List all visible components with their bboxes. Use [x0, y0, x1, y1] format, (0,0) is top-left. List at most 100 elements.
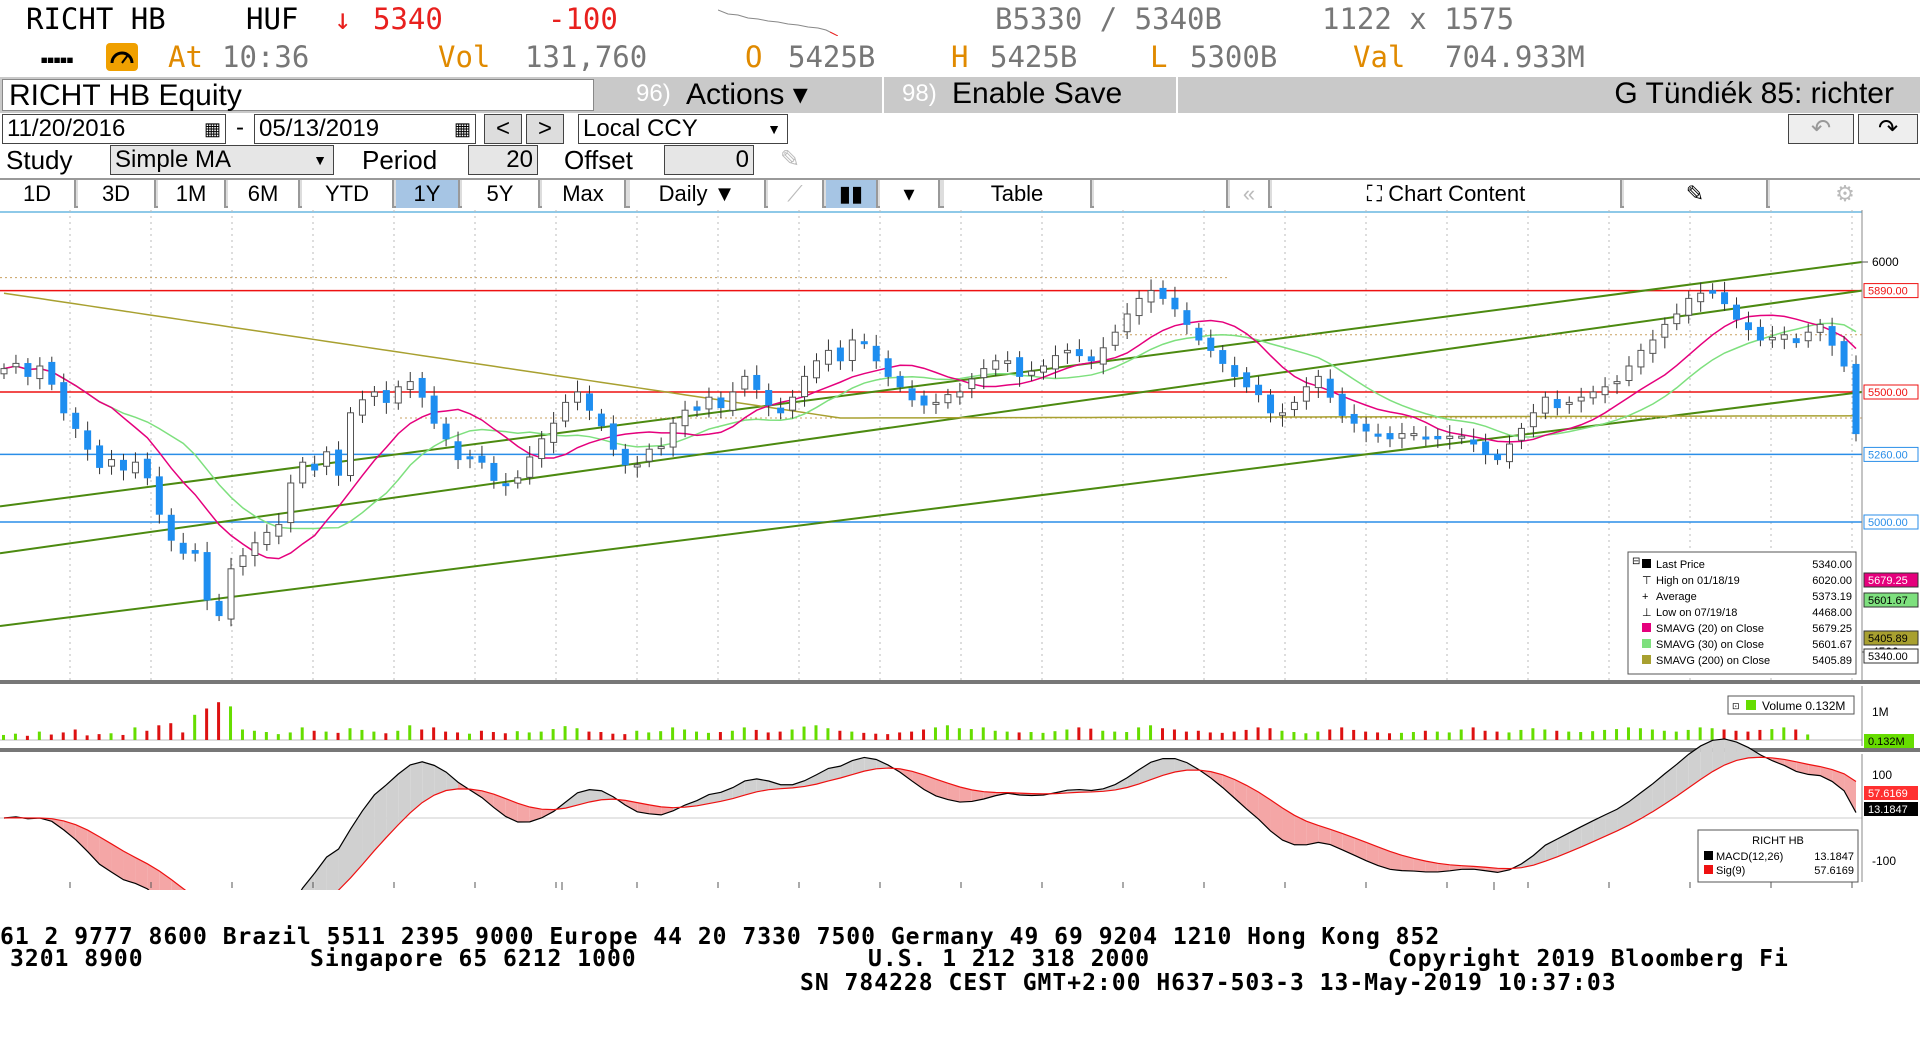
candle — [1804, 331, 1812, 342]
volume-legend — [1727, 695, 1855, 715]
macd-fill — [1712, 738, 1725, 772]
volume-bar — [969, 729, 973, 740]
candle — [24, 363, 32, 377]
macd-fill — [1605, 809, 1618, 837]
macd-fill — [1557, 832, 1570, 857]
volume-bar — [479, 730, 483, 740]
volume-bar — [145, 730, 149, 740]
speedometer-icon[interactable] — [106, 43, 138, 71]
volume-bar — [635, 730, 639, 740]
volume-bar — [886, 734, 890, 740]
volume-bar — [1399, 732, 1403, 740]
chart-content-button[interactable]: ⛶ Chart Content — [1272, 180, 1622, 208]
candle — [275, 524, 283, 537]
table-button[interactable]: Table — [944, 180, 1092, 208]
candle — [1601, 386, 1609, 396]
candle — [72, 412, 80, 429]
candle — [1051, 355, 1059, 370]
frequency-select[interactable]: Daily ▼ — [630, 180, 766, 208]
edit-chart-icon[interactable]: ✎ — [1624, 180, 1768, 208]
candle-chart-icon[interactable]: ▮▮ — [826, 180, 878, 208]
study-select[interactable]: Simple MA ▼ — [110, 145, 334, 175]
macd-fill — [828, 766, 841, 781]
macd-tick-label: 100 — [1872, 768, 1892, 782]
volume-bar — [1316, 731, 1320, 740]
volume-bar — [1160, 728, 1164, 740]
macd-fill — [111, 843, 124, 880]
range-button-5y[interactable]: 5Y — [462, 180, 540, 208]
candle — [824, 349, 832, 365]
date-to-field[interactable]: 05/13/2019 ▦ — [254, 114, 476, 144]
legend-value: 5405.89 — [1812, 655, 1852, 667]
volume-bar — [1101, 730, 1105, 740]
x-tick-label: Dec 14 — [1023, 889, 1061, 890]
candle — [538, 438, 546, 460]
macd-fill — [446, 772, 459, 791]
volume-bar — [1029, 732, 1033, 740]
candle — [550, 422, 558, 443]
macd-fill — [1282, 807, 1295, 845]
volume-bar — [1137, 727, 1141, 740]
date-from-field[interactable]: 11/20/2016 ▦ — [2, 114, 226, 144]
macd-legend-label: MACD(12,26) — [1716, 851, 1783, 863]
volume-bar — [276, 734, 280, 740]
value-tag — [1863, 630, 1919, 646]
legend-label: SMAVG (20) on Close — [1656, 623, 1764, 635]
candle — [1207, 337, 1215, 351]
candle — [801, 375, 809, 398]
prev-period-button[interactable]: < — [484, 114, 522, 144]
value-value: 704.933M — [1445, 40, 1585, 74]
volume-bar — [623, 734, 627, 740]
volume-bar — [1603, 729, 1607, 740]
currency: HUF — [246, 2, 299, 36]
candle — [60, 382, 68, 414]
volume-bar — [300, 727, 304, 740]
volume-bar — [671, 727, 675, 740]
volume-bar — [1292, 732, 1296, 740]
currency-select[interactable]: Local CCY ▼ — [578, 114, 788, 144]
enable-save-button[interactable]: 98) Enable Save — [888, 77, 1178, 113]
volume-bar — [659, 731, 663, 740]
undo-icon[interactable]: ↶ — [1788, 114, 1854, 144]
actions-menu[interactable]: 96) Actions ▾ — [600, 77, 884, 113]
volume-bar — [1782, 727, 1786, 740]
range-button-max[interactable]: Max — [542, 180, 626, 208]
volume-bar — [1794, 729, 1798, 740]
volume-bar — [1507, 732, 1511, 740]
pencil-icon[interactable]: ✎ — [780, 146, 801, 173]
offset-field[interactable]: 0 — [664, 145, 754, 175]
range-button-1y[interactable]: 1Y — [396, 180, 460, 208]
candle — [1159, 287, 1167, 299]
volume-bar — [778, 731, 782, 740]
range-button-ytd[interactable]: YTD — [302, 180, 394, 208]
chart-type-dropdown[interactable]: ▾ — [880, 180, 940, 208]
signal-tag — [1864, 786, 1918, 800]
candle — [1446, 435, 1454, 439]
range-button-3d[interactable]: 3D — [78, 180, 156, 208]
volume-bar — [73, 729, 77, 740]
redo-icon[interactable]: ↷ — [1858, 114, 1918, 144]
macd-fill — [900, 768, 913, 782]
candle — [1099, 347, 1107, 365]
range-button-1d[interactable]: 1D — [0, 180, 76, 208]
line-chart-icon[interactable]: ⟋ — [768, 180, 824, 208]
candle — [896, 375, 904, 388]
candle — [490, 462, 498, 481]
candle — [574, 391, 582, 403]
period-field[interactable]: 20 — [468, 145, 538, 175]
chart-area[interactable]: 600045005890.005500.005260.005000.005679… — [0, 210, 1920, 890]
gear-icon[interactable]: ⚙ — [1770, 180, 1920, 208]
study-value: Simple MA — [115, 146, 232, 173]
macd-fill — [1413, 858, 1426, 872]
next-period-button[interactable]: > — [526, 114, 564, 144]
range-button-6m[interactable]: 6M — [228, 180, 300, 208]
range-button-1m[interactable]: 1M — [158, 180, 226, 208]
chevron-down-icon: ▼ — [767, 121, 781, 137]
security-name[interactable]: RICHT HB Equity — [2, 79, 594, 112]
collapse-left-icon[interactable]: « — [1230, 180, 1270, 208]
macd-fill — [816, 768, 829, 785]
macd-fill — [1378, 846, 1391, 870]
calendar-icon[interactable]: ▦ — [453, 119, 471, 139]
calendar-icon[interactable]: ▦ — [203, 119, 221, 139]
date-row: 11/20/2016 ▦ - 05/13/2019 ▦ < > Local CCY ▼… — [0, 114, 1920, 144]
